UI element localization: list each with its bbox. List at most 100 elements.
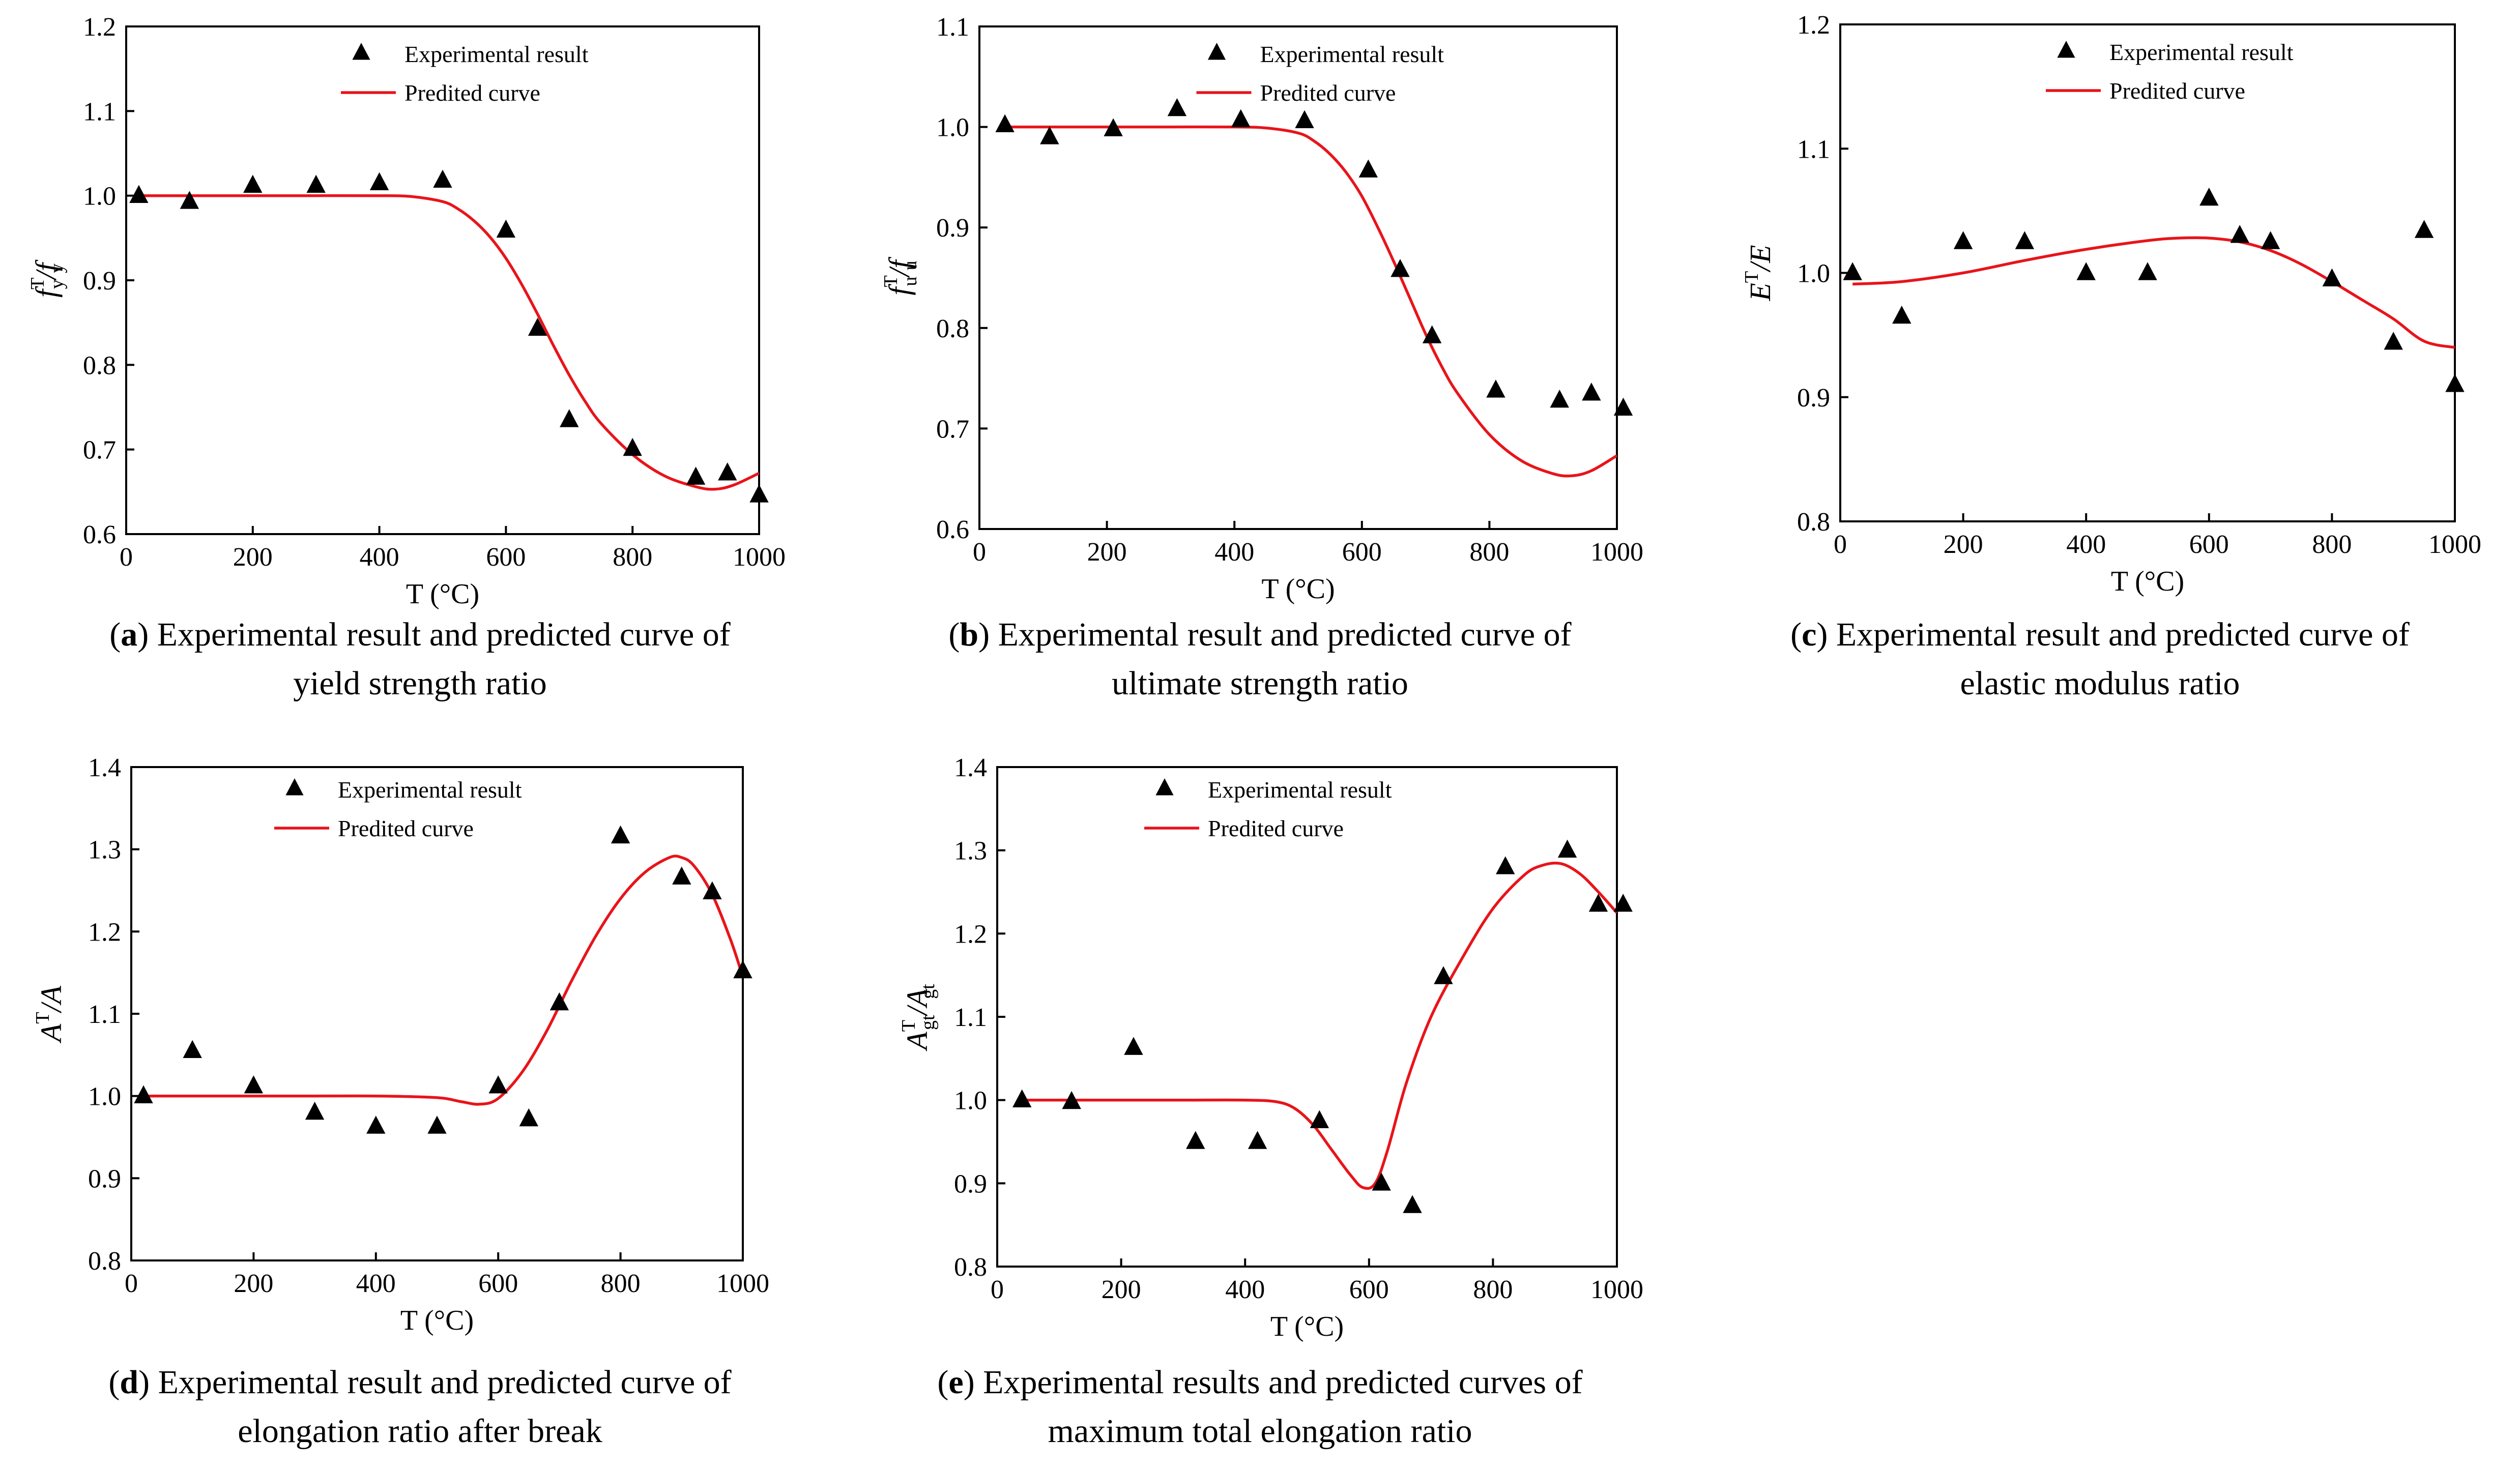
experimental-point <box>1012 1089 1032 1107</box>
legend-marker-experimental <box>1207 43 1226 60</box>
x-tick-label: 400 <box>360 543 399 572</box>
y-tick-label: 0.8 <box>936 314 969 343</box>
y-tick-label: 0.6 <box>936 515 969 544</box>
y-tick-label: 1.0 <box>936 113 969 142</box>
legend-marker-experimental <box>352 43 370 60</box>
x-tick-label: 800 <box>2312 530 2352 559</box>
chart-b: 0 200 400 600 800 1000 0.6 0.7 0.8 0.9 1.0 1.1 T (°C… <box>880 13 1643 605</box>
caption-d-letter: d <box>120 1364 139 1401</box>
experimental-point <box>1124 1037 1143 1055</box>
y-axis-label-part: /A <box>901 988 934 1016</box>
y-tick-label: 1.2 <box>88 918 121 947</box>
y-axis-label-part: /A <box>35 985 68 1013</box>
caption-b-line2: ultimate strength ratio <box>1112 665 1408 702</box>
legend-marker-experimental <box>285 778 304 796</box>
caption-c: (c) Experimental result and predicted cu… <box>1680 610 2520 708</box>
y-axis-label-part: T <box>32 1012 53 1023</box>
predicted-curve <box>1022 861 1617 1190</box>
x-tick-label: 200 <box>1102 1275 1141 1304</box>
experimental-point <box>672 866 691 885</box>
experimental-point <box>496 219 516 238</box>
y-tick-label: 1.4 <box>954 753 987 782</box>
y-tick-label: 1.0 <box>1797 259 1830 288</box>
y-axis-label-part: T <box>27 278 48 289</box>
y-tick-label: 0.9 <box>954 1169 987 1198</box>
x-tick-label: 0 <box>125 1269 138 1298</box>
x-tick-label: 800 <box>1469 538 1509 567</box>
experimental-point <box>369 172 389 190</box>
experimental-point <box>433 169 452 188</box>
y-tick-label: 0.7 <box>83 436 116 465</box>
x-tick-label: 800 <box>1473 1275 1513 1304</box>
experimental-point <box>1310 1110 1329 1128</box>
experimental-point <box>1248 1131 1267 1149</box>
predicted-curve <box>1005 125 1617 478</box>
caption-a-line1: Experimental result and predicted curve … <box>149 616 731 653</box>
y-tick-label: 0.9 <box>88 1164 121 1193</box>
y-axis-label-part: u <box>900 260 921 270</box>
y-axis-label-part: y <box>46 279 68 289</box>
experimental-point <box>180 191 199 209</box>
y-axis-label: AT/A <box>32 985 68 1044</box>
experimental-point <box>528 317 547 336</box>
experimental-point <box>1167 98 1187 116</box>
y-axis-label-part: /f <box>30 259 63 281</box>
chart-d: 0 200 400 600 800 1000 0.8 0.9 1.0 1.1 1.2 1.3 1.4 T … <box>32 753 769 1336</box>
y-axis-label-part: A <box>901 1032 934 1052</box>
legend-label-experimental: Experimental result <box>2109 39 2294 65</box>
experimental-point <box>1104 118 1123 136</box>
chart-a: 0 200 400 600 800 1000 0.6 0.7 0.8 0.9 1.0 1.1 1.2 T … <box>27 13 786 610</box>
experimental-point <box>244 1075 264 1094</box>
experimental-point <box>560 409 579 427</box>
x-tick-label: 200 <box>234 1269 273 1298</box>
experimental-point <box>1892 305 1911 324</box>
x-tick-label: 0 <box>973 538 986 567</box>
x-axis-label: T (°C) <box>1261 573 1335 605</box>
experimental-point <box>1358 159 1378 178</box>
experimental-point <box>134 1085 153 1103</box>
experimental-point <box>183 1040 202 1059</box>
caption-d: (d) Experimental result and predicted cu… <box>0 1358 840 1456</box>
y-tick-label: 1.1 <box>88 1000 121 1029</box>
x-tick-label: 200 <box>233 543 273 572</box>
x-tick-label: 400 <box>1225 1275 1265 1304</box>
caption-e: (e) Experimental results and predicted c… <box>840 1358 1680 1456</box>
experimental-point <box>733 960 752 979</box>
y-axis-label-part: T <box>1741 271 1762 283</box>
x-tick-label: 0 <box>1834 530 1847 559</box>
experimental-point <box>1953 231 1973 249</box>
experimental-point <box>1582 383 1601 401</box>
caption-b-letter: b <box>960 616 979 653</box>
y-axis-label-part: /E <box>1744 245 1777 273</box>
x-axis-label: T (°C) <box>1270 1311 1344 1342</box>
y-tick-label: 0.9 <box>1797 384 1830 413</box>
y-axis-label-part: A <box>35 1023 68 1044</box>
experimental-point <box>1422 325 1442 343</box>
x-tick-label: 200 <box>1944 530 1983 559</box>
y-tick-label: 1.0 <box>83 182 116 211</box>
experimental-point <box>366 1115 386 1134</box>
x-tick-label: 0 <box>120 543 133 572</box>
experimental-point <box>2414 220 2434 238</box>
y-tick-label: 0.8 <box>88 1247 121 1276</box>
caption-c-line1: Experimental result and predicted curve … <box>1828 616 2410 653</box>
experimental-point <box>1391 259 1410 277</box>
experimental-point <box>1062 1091 1081 1109</box>
experimental-point <box>611 825 630 844</box>
y-tick-label: 1.3 <box>954 837 987 866</box>
y-tick-label: 1.1 <box>83 97 116 126</box>
caption-e-line1: Experimental results and predicted curve… <box>974 1364 1583 1401</box>
experimental-point <box>306 174 326 193</box>
y-tick-label: 1.4 <box>88 753 121 782</box>
experimental-point <box>1372 1172 1391 1191</box>
x-tick-label: 200 <box>1087 538 1127 567</box>
experimental-point <box>2261 231 2280 249</box>
experimental-point <box>2199 187 2219 206</box>
caption-e-line2: maximum total elongation ratio <box>1048 1413 1472 1450</box>
y-tick-label: 0.6 <box>83 520 116 549</box>
legend-label-experimental: Experimental result <box>1208 777 1392 803</box>
plot-frame <box>978 25 1618 530</box>
caption-a: (a) Experimental result and predicted cu… <box>0 610 840 708</box>
y-axis-label-part: /f <box>883 256 916 278</box>
legend-label-experimental: Experimental result <box>404 41 589 67</box>
